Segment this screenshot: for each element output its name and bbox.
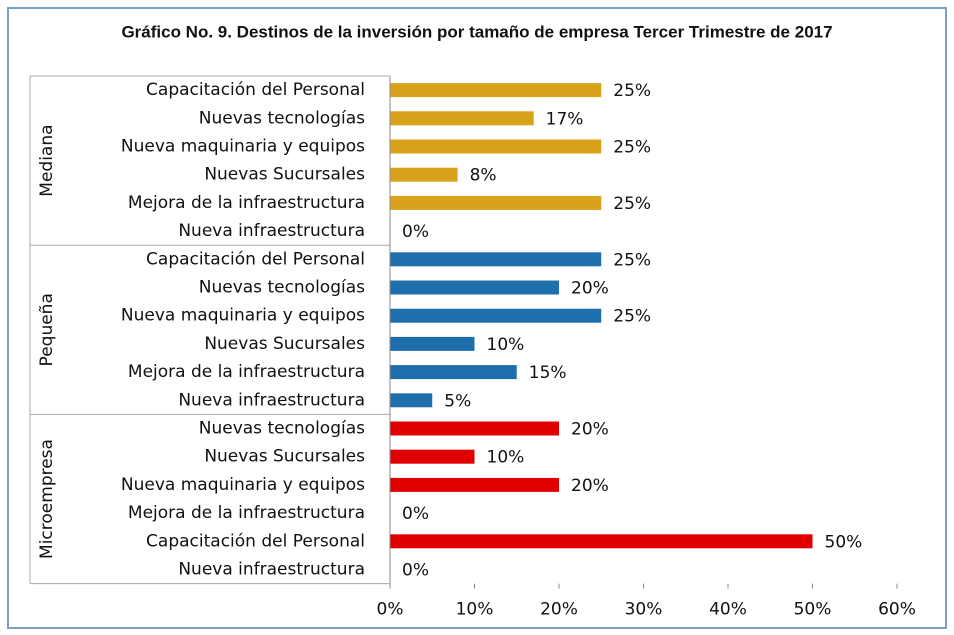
bar bbox=[390, 252, 602, 267]
group-label: Mediana bbox=[37, 124, 57, 196]
category-label: Capacitación del Personal bbox=[146, 531, 365, 551]
chart-title: Gráfico No. 9. Destinos de la inversión … bbox=[121, 22, 832, 41]
x-tick-label: 40% bbox=[709, 600, 747, 620]
category-label: Nueva infraestructura bbox=[178, 221, 365, 241]
bar bbox=[390, 308, 602, 323]
category-label: Mejora de la infraestructura bbox=[128, 362, 365, 382]
category-label: Mejora de la infraestructura bbox=[128, 193, 365, 213]
bar bbox=[390, 139, 602, 154]
bar bbox=[390, 336, 475, 351]
bar bbox=[390, 449, 475, 464]
x-tick-label: 60% bbox=[878, 600, 916, 620]
category-label: Capacitación del Personal bbox=[146, 80, 365, 100]
group-label: Pequeña bbox=[37, 293, 57, 366]
value-label: 5% bbox=[444, 391, 471, 411]
value-label: 25% bbox=[613, 138, 651, 158]
value-label: 0% bbox=[402, 222, 429, 242]
category-label: Nueva maquinaria y equipos bbox=[121, 475, 365, 495]
category-label: Nuevas tecnologías bbox=[199, 419, 365, 439]
value-label: 20% bbox=[571, 476, 609, 496]
category-label: Nueva maquinaria y equipos bbox=[121, 306, 365, 326]
category-label: Nueva maquinaria y equipos bbox=[121, 137, 365, 157]
value-label: 17% bbox=[546, 109, 584, 129]
category-label: Nuevas tecnologías bbox=[199, 278, 365, 298]
value-label: 8% bbox=[470, 166, 497, 186]
category-label: Nueva infraestructura bbox=[178, 390, 365, 410]
category-label: Nueva infraestructura bbox=[178, 560, 365, 580]
value-label: 25% bbox=[613, 194, 651, 214]
value-label: 0% bbox=[402, 561, 429, 581]
bar bbox=[390, 111, 534, 126]
bar bbox=[390, 421, 559, 436]
x-tick-label: 20% bbox=[540, 600, 578, 620]
category-label: Nuevas Sucursales bbox=[204, 334, 365, 354]
bar bbox=[390, 167, 458, 182]
bar bbox=[390, 83, 602, 98]
bar bbox=[390, 280, 559, 295]
value-label: 25% bbox=[613, 250, 651, 270]
bar bbox=[390, 393, 433, 408]
value-label: 10% bbox=[487, 448, 525, 468]
value-label: 25% bbox=[613, 307, 651, 327]
bar bbox=[390, 195, 602, 210]
category-label: Capacitación del Personal bbox=[146, 249, 365, 269]
bar bbox=[390, 534, 813, 549]
value-label: 25% bbox=[613, 81, 651, 101]
value-label: 10% bbox=[487, 335, 525, 355]
value-label: 50% bbox=[825, 532, 863, 552]
category-label: Nuevas Sucursales bbox=[204, 447, 365, 467]
x-tick-label: 0% bbox=[377, 600, 404, 620]
x-tick-label: 30% bbox=[625, 600, 663, 620]
value-label: 20% bbox=[571, 420, 609, 440]
x-tick-label: 10% bbox=[456, 600, 494, 620]
bar bbox=[390, 477, 559, 492]
category-label: Mejora de la infraestructura bbox=[128, 503, 365, 523]
category-label: Nuevas Sucursales bbox=[204, 165, 365, 185]
group-label: Microempresa bbox=[37, 439, 57, 559]
value-label: 15% bbox=[529, 363, 567, 383]
category-label: Nuevas tecnologías bbox=[199, 108, 365, 128]
x-tick-label: 50% bbox=[794, 600, 832, 620]
value-label: 20% bbox=[571, 279, 609, 299]
value-label: 0% bbox=[402, 504, 429, 524]
bar bbox=[390, 365, 517, 380]
